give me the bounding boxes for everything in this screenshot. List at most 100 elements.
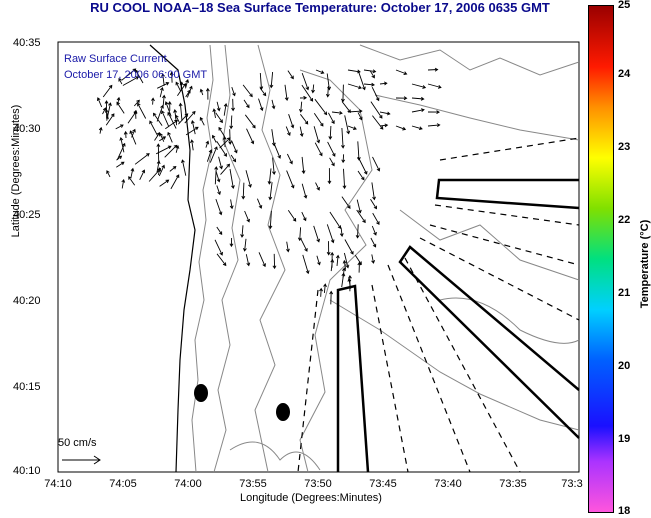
- colorbar-tick: 24: [618, 68, 631, 80]
- current-vector: [395, 69, 408, 75]
- current-vector: [342, 259, 347, 270]
- current-vector: [327, 168, 332, 185]
- current-vector: [342, 267, 346, 278]
- current-vector: [161, 73, 165, 86]
- current-vector: [286, 170, 295, 189]
- current-vector: [231, 86, 236, 97]
- current-vector: [215, 198, 223, 216]
- current-vector: [269, 71, 274, 89]
- current-vector: [370, 237, 377, 248]
- current-vector: [116, 142, 126, 160]
- x-tick: 73:35: [499, 478, 527, 490]
- y-tick: 40:35: [13, 37, 41, 49]
- current-vector: [228, 129, 233, 145]
- current-vector: [151, 97, 155, 105]
- map-title: RU COOL NOAA–18 Sea Surface Temperature:…: [90, 0, 550, 15]
- current-vector: [341, 101, 351, 113]
- current-vector: [230, 154, 237, 163]
- bathymetry-contours: [191, 44, 580, 473]
- current-vector: [370, 101, 383, 119]
- current-vector: [301, 72, 310, 91]
- current-vector: [106, 102, 112, 121]
- current-vector: [231, 98, 235, 112]
- y-tick: 40:30: [13, 123, 41, 135]
- current-vector: [165, 119, 179, 130]
- current-vector: [326, 241, 331, 256]
- current-vector: [363, 82, 375, 87]
- current-vector: [273, 142, 281, 159]
- y-tick: 40:20: [13, 295, 41, 307]
- current-vector: [123, 130, 128, 139]
- x-tick: 73:55: [239, 478, 267, 490]
- x-tick: 74:00: [174, 478, 202, 490]
- current-vector: [328, 125, 333, 140]
- current-vector: [311, 84, 315, 94]
- current-vector: [241, 182, 246, 200]
- current-vector: [313, 112, 324, 127]
- current-vector: [178, 102, 183, 121]
- current-vector: [178, 113, 189, 125]
- current-vector: [212, 108, 217, 118]
- current-vector: [216, 226, 223, 236]
- current-vector: [411, 125, 423, 131]
- current-vector: [244, 114, 256, 129]
- current-vector: [185, 126, 199, 136]
- current-vector: [427, 110, 441, 114]
- current-vector: [130, 167, 135, 178]
- current-vector: [267, 168, 272, 185]
- current-vector: [329, 157, 335, 167]
- current-vector: [105, 113, 115, 126]
- current-vector: [229, 115, 234, 130]
- current-vector: [357, 112, 363, 121]
- current-vector: [341, 84, 345, 103]
- current-vector: [358, 72, 366, 91]
- current-vector: [223, 103, 228, 116]
- current-vector: [218, 126, 226, 137]
- current-vector: [371, 87, 380, 102]
- current-vector: [133, 99, 140, 107]
- current-vector: [170, 174, 180, 190]
- current-vector: [216, 101, 221, 112]
- coastline: [149, 44, 196, 473]
- current-vector: [175, 144, 180, 153]
- current-vector: [372, 115, 384, 130]
- current-vector: [301, 156, 306, 175]
- current-vector: [272, 157, 276, 175]
- colorbar-label: Temperature (°C): [639, 219, 651, 309]
- current-vector: [167, 131, 173, 143]
- current-vector: [301, 84, 314, 102]
- current-vector: [299, 126, 304, 137]
- current-vector: [215, 112, 223, 124]
- current-vector: [216, 185, 221, 196]
- current-vector: [175, 81, 181, 92]
- current-vector: [104, 100, 109, 119]
- current-vector: [245, 170, 252, 188]
- y-tick: 40:15: [13, 381, 41, 393]
- current-vector: [395, 125, 407, 131]
- current-vector: [229, 168, 235, 189]
- current-vector: [371, 254, 376, 264]
- current-vector: [256, 198, 263, 209]
- current-vector: [116, 101, 125, 114]
- current-vector: [285, 126, 291, 137]
- x-tick: 74:10: [44, 478, 72, 490]
- current-vector: [128, 176, 136, 186]
- current-vector: [319, 287, 323, 297]
- current-vector: [209, 146, 218, 163]
- current-vector: [179, 81, 184, 90]
- current-vector: [369, 70, 375, 79]
- current-vector: [272, 253, 277, 270]
- current-vector: [356, 209, 366, 224]
- current-vector: [205, 87, 210, 100]
- current-vector: [259, 72, 264, 91]
- current-vector: [242, 238, 247, 252]
- current-vector: [133, 110, 138, 119]
- current-vector: [137, 102, 147, 119]
- current-vector: [313, 225, 321, 243]
- current-vector: [211, 134, 217, 143]
- current-vector: [427, 83, 442, 89]
- current-vector: [258, 98, 264, 112]
- current-vector: [220, 163, 231, 175]
- current-vector: [347, 83, 362, 90]
- current-vector: [190, 120, 196, 135]
